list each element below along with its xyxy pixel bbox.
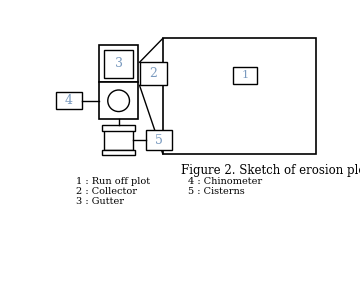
Text: 1 : Run off plot: 1 : Run off plot — [76, 177, 150, 186]
Bar — [102, 150, 135, 155]
Text: Figure 2. Sketch of erosion plot: Figure 2. Sketch of erosion plot — [181, 164, 360, 177]
Bar — [102, 125, 135, 131]
Bar — [104, 128, 133, 150]
Bar — [104, 50, 133, 78]
Bar — [56, 92, 82, 109]
Bar — [146, 130, 172, 150]
Text: 4: 4 — [65, 94, 73, 107]
Text: 3: 3 — [114, 57, 123, 70]
Text: 2 : Collector: 2 : Collector — [76, 187, 137, 196]
Text: 1: 1 — [242, 70, 248, 80]
Text: 5: 5 — [155, 134, 163, 147]
Text: 5 : Cisterns: 5 : Cisterns — [188, 187, 245, 196]
Text: 3 : Gutter: 3 : Gutter — [76, 197, 124, 206]
Text: 4 : Chinometer: 4 : Chinometer — [188, 177, 262, 186]
Bar — [140, 62, 167, 85]
Bar — [163, 38, 316, 154]
Text: 2: 2 — [149, 67, 157, 80]
Bar — [233, 67, 257, 84]
Bar — [99, 82, 138, 119]
Bar — [99, 45, 138, 82]
